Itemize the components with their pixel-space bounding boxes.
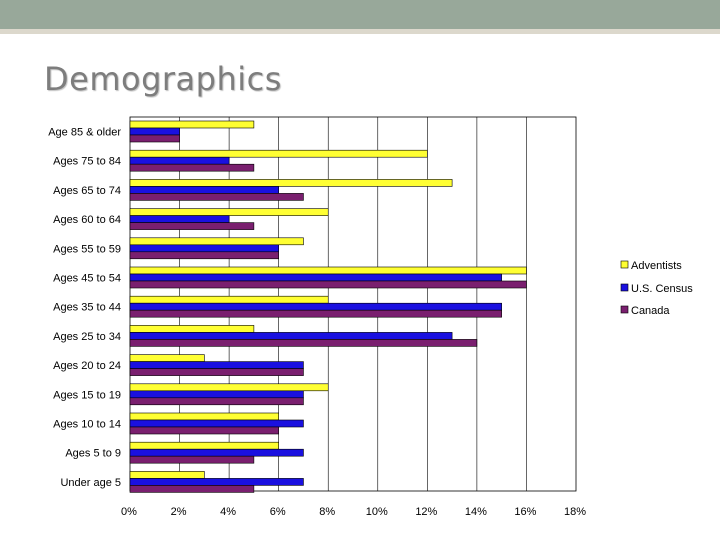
x-tick-label: 12% bbox=[415, 506, 437, 518]
bar-canada bbox=[129, 134, 180, 143]
category-label: Ages 20 to 24 bbox=[53, 360, 121, 372]
bar-u-s-census bbox=[129, 186, 279, 194]
x-tick-label: 16% bbox=[514, 506, 536, 518]
bar-canada bbox=[129, 397, 304, 406]
category-label: Ages 15 to 19 bbox=[53, 389, 121, 401]
chart-bars bbox=[129, 120, 527, 493]
top-bar bbox=[0, 0, 720, 29]
bar-canada bbox=[129, 368, 304, 376]
bar-canada bbox=[129, 485, 255, 493]
bar-adventists bbox=[129, 354, 205, 362]
category-label: Ages 35 to 44 bbox=[53, 302, 121, 314]
category-label: Ages 55 to 59 bbox=[53, 243, 121, 255]
legend-swatch bbox=[620, 305, 629, 314]
bar-adventists bbox=[129, 295, 329, 304]
x-tick-label: 10% bbox=[366, 506, 388, 518]
bar-adventists bbox=[129, 471, 205, 479]
slide-title: Demographics bbox=[44, 60, 282, 98]
bar-canada bbox=[129, 455, 255, 464]
bar-u-s-census bbox=[129, 215, 230, 223]
bar-u-s-census bbox=[129, 273, 502, 282]
bar-canada bbox=[129, 280, 527, 289]
category-label: Age 85 & older bbox=[48, 127, 121, 139]
legend-label: U.S. Census bbox=[631, 283, 693, 295]
bar-canada bbox=[129, 339, 478, 347]
top-divider bbox=[0, 29, 720, 34]
bar-u-s-census bbox=[129, 302, 502, 311]
x-tick-label: 2% bbox=[171, 506, 187, 518]
legend-swatch bbox=[620, 260, 629, 269]
chart-legend: Adventists U.S. Census Canada bbox=[620, 260, 693, 317]
category-label: Ages 5 to 9 bbox=[65, 448, 121, 460]
bar-adventists bbox=[129, 179, 453, 187]
bar-canada bbox=[129, 222, 255, 230]
bar-u-s-census bbox=[129, 448, 304, 457]
legend-label: Adventists bbox=[631, 260, 682, 272]
bar-canada bbox=[129, 193, 304, 201]
x-tick-label: 8% bbox=[319, 506, 335, 518]
bar-u-s-census bbox=[129, 127, 180, 136]
bar-u-s-census bbox=[129, 156, 230, 165]
category-label: Ages 25 to 34 bbox=[53, 331, 121, 343]
bar-canada bbox=[129, 251, 279, 260]
x-tick-label: 6% bbox=[270, 506, 286, 518]
bar-adventists bbox=[129, 149, 428, 158]
bar-u-s-census bbox=[129, 478, 304, 486]
category-label: Ages 45 to 54 bbox=[53, 273, 121, 285]
category-label: Ages 65 to 74 bbox=[53, 185, 121, 197]
bar-adventists bbox=[129, 383, 329, 392]
bar-u-s-census bbox=[129, 390, 304, 399]
bar-u-s-census bbox=[129, 244, 279, 253]
x-tick-label: 4% bbox=[220, 506, 236, 518]
category-label: Ages 75 to 84 bbox=[53, 156, 121, 168]
x-axis-ticks: 0% 2% 4% 6% 8% 10% 12% 14% 16% 18% bbox=[121, 506, 586, 518]
legend-swatch bbox=[620, 283, 629, 292]
bar-adventists bbox=[129, 412, 279, 421]
bar-canada bbox=[129, 163, 255, 172]
category-labels: Age 85 & older Ages 75 to 84 Ages 65 to 74… bbox=[48, 127, 121, 489]
bar-adventists bbox=[129, 237, 304, 246]
bar-u-s-census bbox=[129, 332, 453, 340]
x-tick-label: 18% bbox=[564, 506, 586, 518]
bar-adventists bbox=[129, 325, 255, 333]
category-label: Under age 5 bbox=[60, 477, 121, 489]
bar-canada bbox=[129, 426, 279, 435]
x-tick-label: 0% bbox=[121, 506, 137, 518]
legend-label: Canada bbox=[631, 305, 670, 317]
category-label: Ages 60 to 64 bbox=[53, 214, 121, 226]
bar-adventists bbox=[129, 208, 329, 216]
category-label: Ages 10 to 14 bbox=[53, 419, 121, 431]
bar-adventists bbox=[129, 120, 255, 129]
bar-adventists bbox=[129, 441, 279, 450]
bar-canada bbox=[129, 309, 502, 318]
bar-u-s-census bbox=[129, 419, 304, 428]
bar-u-s-census bbox=[129, 361, 304, 369]
x-tick-label: 14% bbox=[465, 506, 487, 518]
bar-adventists bbox=[129, 266, 527, 275]
